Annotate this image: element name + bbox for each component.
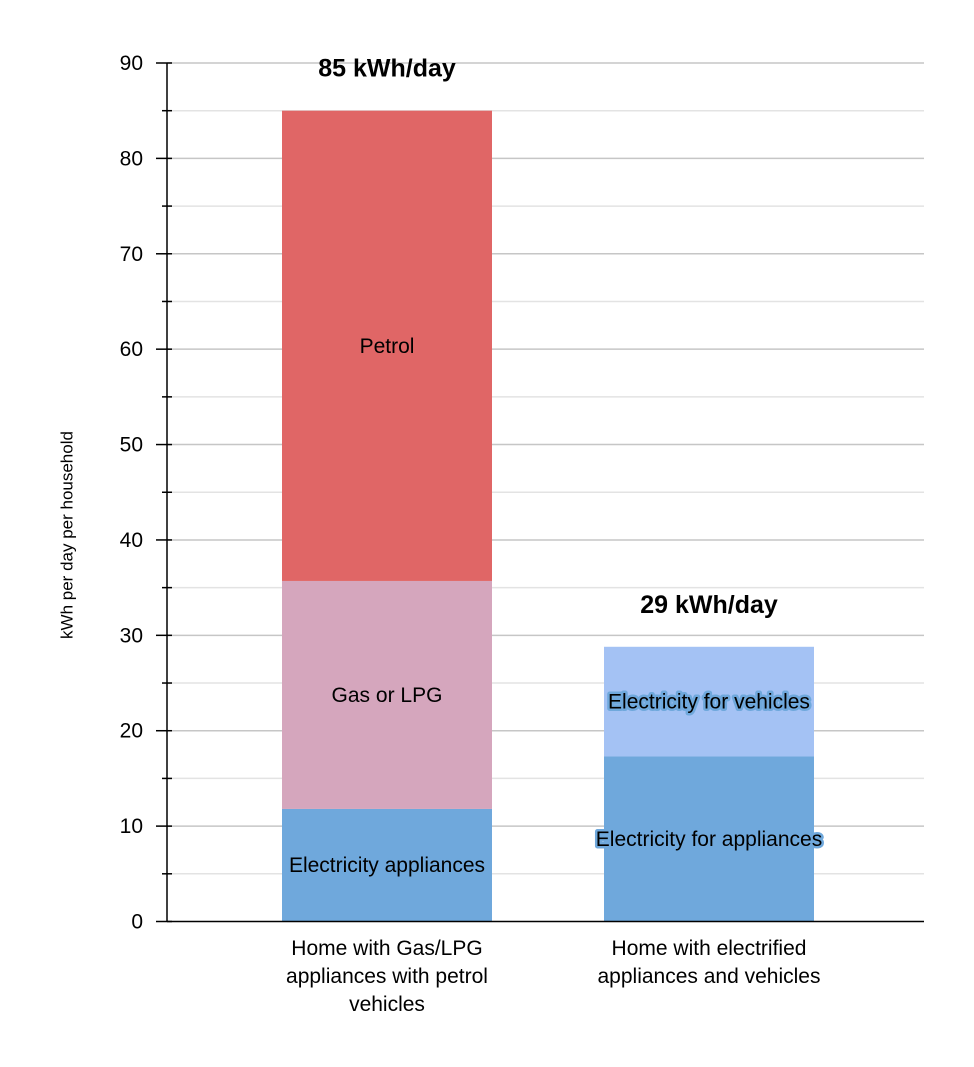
segment-label: Electricity for appliances xyxy=(596,828,822,851)
labels: Electricity appliances Gas or LPG Petrol 85… xyxy=(286,55,825,1016)
segment-label: Gas or LPG xyxy=(332,684,443,707)
y-tick-label: 0 xyxy=(131,911,143,934)
category-label: Home with Gas/LPG xyxy=(291,937,482,960)
y-tick-label: 50 xyxy=(120,434,143,457)
bars xyxy=(282,110,814,922)
y-axis-label: kWh per day per household xyxy=(57,431,76,639)
segment-label: Electricity for vehicles xyxy=(608,691,810,714)
bar-segment xyxy=(282,808,492,922)
category-label: Home with electrified xyxy=(612,937,807,960)
total-label: 29 kWh/day xyxy=(640,591,778,619)
y-axis: 0 10 20 30 40 50 60 70 80 90 xyxy=(120,52,924,934)
segment-label: Electricity appliances xyxy=(289,854,485,877)
total-label: 85 kWh/day xyxy=(318,55,456,83)
bar-segment xyxy=(282,110,492,581)
y-tick-label: 30 xyxy=(120,624,143,647)
category-label: appliances and vehicles xyxy=(598,965,821,988)
y-tick-label: 60 xyxy=(120,338,143,361)
y-tick-label: 70 xyxy=(120,243,143,266)
y-tick-label: 20 xyxy=(120,720,143,743)
bar-segment xyxy=(282,580,492,809)
y-tick-label: 80 xyxy=(120,147,143,170)
y-tick-label: 40 xyxy=(120,529,143,552)
category-label: appliances with petrol xyxy=(286,965,488,988)
y-tick-label: 90 xyxy=(120,52,143,75)
y-tick-label: 10 xyxy=(120,815,143,838)
segment-label: Petrol xyxy=(360,335,415,358)
category-label: vehicles xyxy=(349,993,425,1016)
bar-segment xyxy=(604,646,814,757)
bar-segment xyxy=(604,756,814,922)
